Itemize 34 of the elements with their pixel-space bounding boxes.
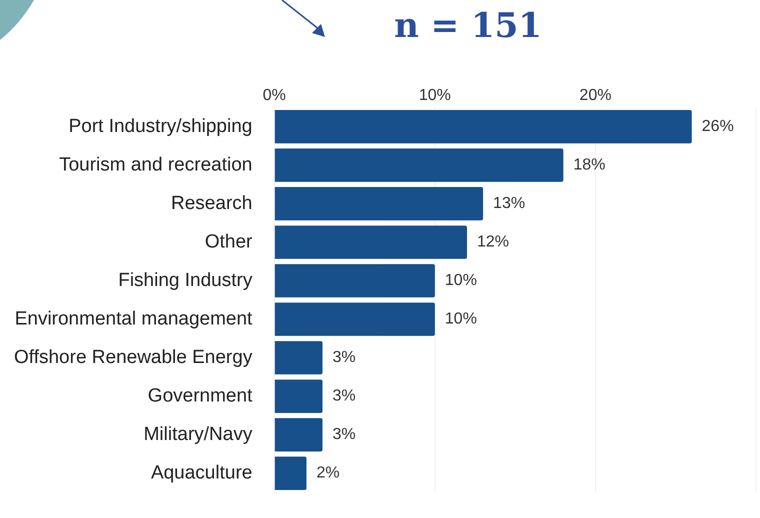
- bar: [274, 341, 323, 374]
- bar: [274, 187, 484, 220]
- data-label: 10%: [444, 310, 477, 328]
- data-label: 3%: [332, 349, 356, 366]
- data-label: 3%: [332, 388, 356, 405]
- data-label: 13%: [493, 195, 526, 212]
- data-label: 3%: [332, 426, 356, 444]
- data-label: 26%: [702, 118, 734, 136]
- x-tick-label: 0%: [262, 87, 286, 104]
- x-tick-label: 20%: [579, 87, 612, 104]
- bar: [274, 110, 692, 144]
- bar: [274, 456, 306, 490]
- data-label: 2%: [316, 464, 340, 482]
- bar: [274, 380, 323, 413]
- bar: [274, 148, 564, 182]
- y-tick-label: Government: [148, 386, 254, 407]
- x-tick-label: 10%: [418, 87, 451, 104]
- chart-title: n = 151: [393, 6, 543, 46]
- y-tick-label: Research: [171, 192, 252, 214]
- y-tick-label: Environmental management: [14, 308, 254, 330]
- y-tick-label: Military/Navy: [144, 424, 253, 446]
- y-tick-label: Offshore Renewable Energy: [14, 347, 253, 368]
- bar: [274, 418, 323, 452]
- data-label: 18%: [573, 156, 606, 174]
- y-tick-label: Port Industry/shipping: [68, 116, 252, 137]
- data-label: 12%: [477, 234, 510, 251]
- bar: [274, 226, 468, 259]
- bar: [274, 302, 435, 336]
- data-label: 10%: [444, 272, 477, 290]
- y-tick-label: Other: [204, 231, 254, 252]
- y-tick-label: Fishing Industry: [118, 270, 253, 291]
- bar: [274, 264, 435, 298]
- y-tick-label: Tourism and recreation: [59, 154, 252, 176]
- y-tick-label: Aquaculture: [150, 462, 252, 484]
